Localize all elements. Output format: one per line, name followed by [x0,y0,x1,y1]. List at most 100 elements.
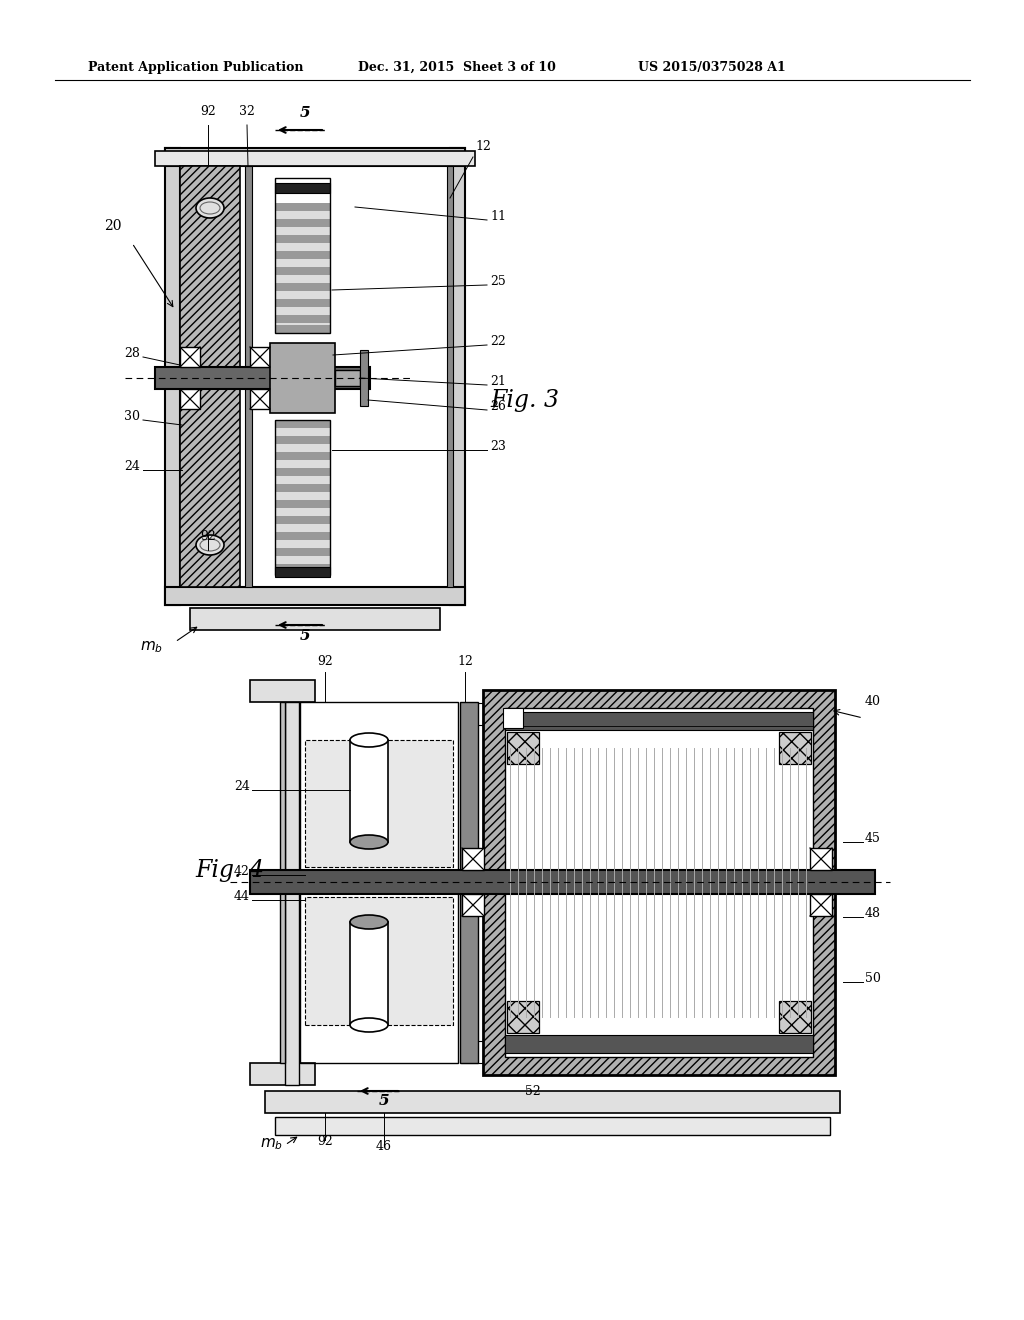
Bar [155,150,475,166]
Text: 44: 44 [234,890,250,903]
Bar [275,568,330,576]
Text: Fig. 4: Fig. 4 [195,858,264,882]
Bar [275,267,330,275]
Text: 52: 52 [525,1085,541,1098]
Bar [300,702,458,1063]
Text: 92: 92 [200,106,216,117]
Ellipse shape [196,198,224,218]
Bar [779,1001,811,1034]
Bar [250,389,270,409]
Bar [483,690,835,1074]
Text: 24: 24 [234,780,250,793]
Ellipse shape [196,535,224,554]
Bar [275,500,330,508]
Text: 92: 92 [317,655,333,668]
Bar [275,428,330,436]
Bar [165,148,465,166]
Bar [305,898,453,1026]
Bar [275,524,330,532]
Bar [155,367,370,389]
Bar [275,203,330,211]
Text: 12: 12 [475,140,490,153]
Bar [462,894,484,916]
Bar [280,702,285,1063]
Bar [275,275,330,282]
Text: 5: 5 [300,106,310,120]
Text: 50: 50 [865,972,881,985]
Bar [275,1117,830,1135]
Bar [190,609,440,630]
Bar [505,726,813,1053]
Bar [275,444,330,451]
Text: 5: 5 [379,1094,389,1107]
Bar [245,166,252,587]
Bar [180,166,240,587]
Text: 5: 5 [300,630,310,643]
Bar [450,148,465,605]
Bar [275,508,330,516]
Text: 45: 45 [865,832,881,845]
Bar [350,741,388,842]
Bar [360,350,368,407]
Bar [461,1041,483,1063]
Bar [275,323,330,331]
Bar [275,436,330,444]
Bar [275,243,330,251]
Bar [507,1001,539,1034]
Bar [507,733,539,764]
Bar [275,492,330,500]
Bar [165,587,465,605]
Text: Patent Application Publication: Patent Application Publication [88,61,303,74]
Ellipse shape [350,1018,388,1032]
Text: 48: 48 [865,907,881,920]
Bar [275,477,330,484]
Bar [810,847,831,870]
Text: 24: 24 [124,459,140,473]
Text: $m_b$: $m_b$ [140,639,163,655]
Bar [275,183,330,193]
Text: 21: 21 [490,375,506,388]
Bar [505,1035,813,1053]
Bar [285,702,299,1085]
Text: 12: 12 [457,655,473,668]
Text: 42: 42 [234,865,250,878]
Bar [460,702,478,1063]
Bar [250,347,270,367]
Bar [447,166,453,587]
Text: 30: 30 [124,411,140,422]
Text: 26: 26 [490,400,506,413]
Bar [275,282,330,290]
Bar [275,516,330,524]
Bar [265,1092,840,1113]
Bar [503,708,523,729]
Bar [250,870,874,894]
Bar [275,259,330,267]
Bar [505,711,813,730]
Text: US 2015/0375028 A1: US 2015/0375028 A1 [638,61,785,74]
Bar [275,178,330,333]
Bar [275,300,330,308]
Bar [275,469,330,477]
Bar [350,921,388,1026]
Bar [335,370,360,385]
Bar [275,251,330,259]
Text: 92: 92 [200,531,216,543]
Bar [275,548,330,556]
Bar [305,741,453,867]
Ellipse shape [350,836,388,849]
Text: 40: 40 [865,696,881,708]
Text: 28: 28 [124,347,140,360]
Text: 22: 22 [490,335,506,348]
Text: 46: 46 [376,1140,392,1152]
Text: 92: 92 [317,1135,333,1148]
Bar [275,556,330,564]
Bar [275,325,330,333]
Bar [180,347,200,367]
Bar [275,290,330,300]
Bar [275,420,330,428]
Ellipse shape [350,915,388,929]
Text: Dec. 31, 2015  Sheet 3 of 10: Dec. 31, 2015 Sheet 3 of 10 [358,61,556,74]
Bar [250,1063,315,1085]
Text: 32: 32 [239,106,255,117]
Bar [275,451,330,459]
